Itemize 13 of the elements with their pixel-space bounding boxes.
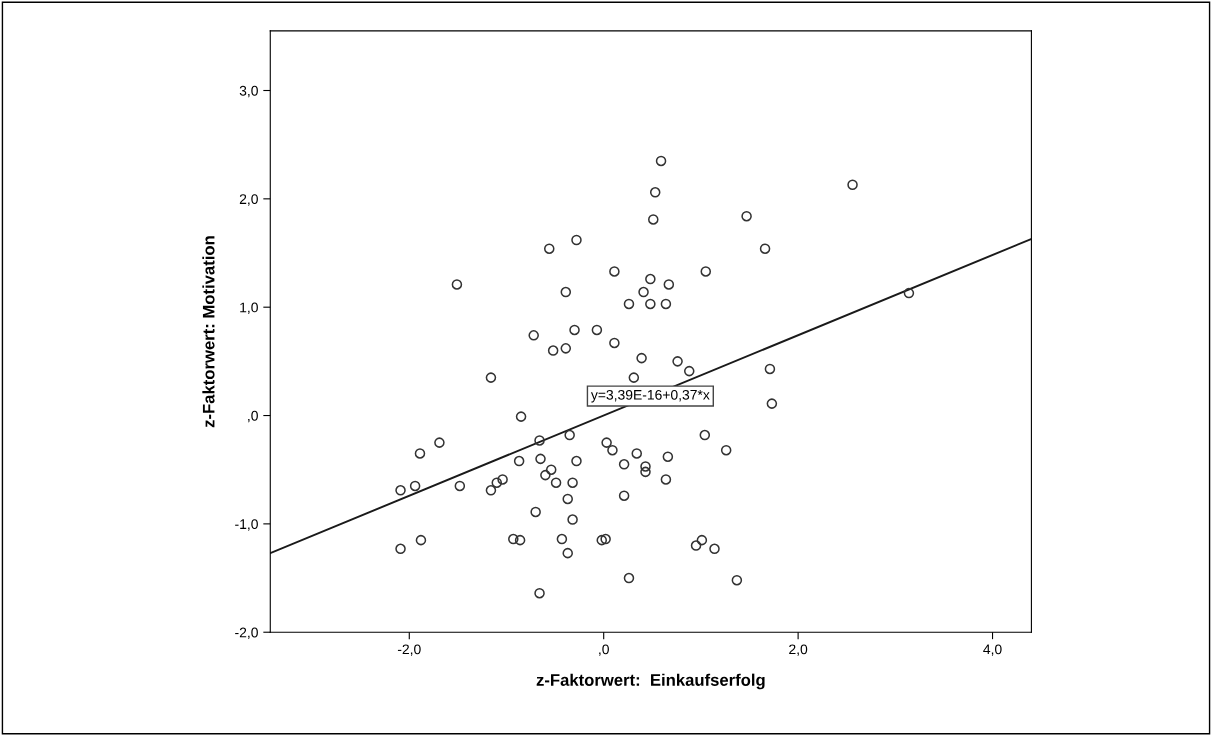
y-tick-label: 2,0 <box>239 194 258 206</box>
y-tick-label: -1,0 <box>235 519 258 531</box>
y-tick-label: 1,0 <box>240 302 258 314</box>
y-tick-label: 3,0 <box>239 85 258 98</box>
y-tick-label: ,0 <box>248 410 258 423</box>
x-tick-label: 4,0 <box>983 644 1002 656</box>
x-axis-title: z-Faktorwert: Einkaufserfolg <box>536 673 765 690</box>
x-tick-label: -2,0 <box>397 644 421 656</box>
x-tick-label: ,0 <box>599 644 609 656</box>
annotation: y=3,39E-16+0,37*x <box>590 389 710 403</box>
y-axis-title: z-Faktorwert: Motivation <box>202 236 215 428</box>
x-tick-label: 2,0 <box>789 644 808 656</box>
y-tick-label: -2,0 <box>235 627 258 640</box>
